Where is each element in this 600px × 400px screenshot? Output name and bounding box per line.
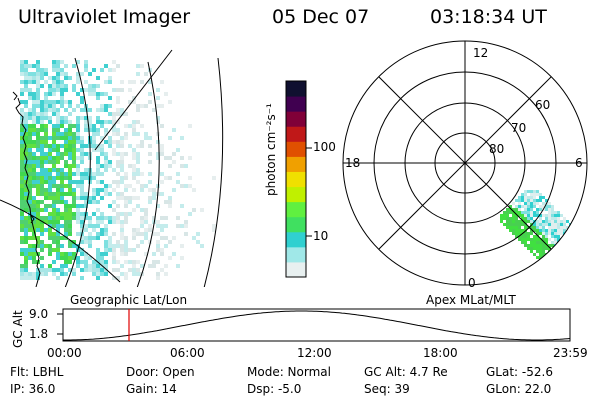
colorbar bbox=[285, 80, 312, 278]
alt-tick-low: 1.8 bbox=[29, 327, 49, 341]
mlat-60-label: 60 bbox=[535, 98, 551, 112]
geographic-map bbox=[0, 49, 224, 287]
colorbar-tick-10: 10 bbox=[313, 229, 329, 243]
gain-value: Gain: 14 bbox=[126, 382, 177, 396]
geo-panel-caption: Geographic Lat/Lon bbox=[70, 293, 188, 307]
mlat-70-label: 70 bbox=[511, 121, 527, 135]
alt-tick-high: 9.0 bbox=[29, 307, 49, 321]
instrument-title: Ultraviolet Imager bbox=[18, 6, 191, 28]
colorbar-tick-100: 100 bbox=[313, 140, 336, 154]
mlt-12-label: 12 bbox=[473, 46, 489, 60]
ip-value: IP: 36.0 bbox=[10, 382, 56, 396]
aurora-emission-geo bbox=[20, 60, 216, 280]
seq-value: Seq: 39 bbox=[364, 382, 410, 396]
altitude-curve bbox=[63, 310, 571, 341]
glon-value: GLon: 22.0 bbox=[486, 382, 552, 396]
dsp-value: Dsp: -5.0 bbox=[247, 382, 302, 396]
date-label: 05 Dec 07 bbox=[272, 6, 370, 28]
coastline bbox=[15, 97, 41, 287]
polar-plot bbox=[342, 40, 588, 286]
colorbar-unit-label: photon cm⁻²s⁻¹ bbox=[264, 103, 278, 196]
gc-alt-axis-label: GC Alt bbox=[11, 310, 25, 348]
glat-value: GLat: -52.6 bbox=[486, 365, 553, 379]
mlt-0-label: 0 bbox=[468, 276, 476, 290]
mlt-18-label: 18 bbox=[345, 156, 361, 170]
graticule bbox=[0, 49, 224, 287]
time-tick-1200: 12:00 bbox=[297, 346, 332, 360]
altitude-plot bbox=[57, 308, 571, 342]
time-tick-0000: 00:00 bbox=[47, 346, 82, 360]
filter-value: Flt: LBHL bbox=[10, 365, 64, 379]
apex-panel-caption: Apex MLat/MLT bbox=[426, 293, 516, 307]
time-tick-1800: 18:00 bbox=[423, 346, 458, 360]
aurora-emission-polar bbox=[500, 190, 587, 271]
mlat-80-label: 80 bbox=[489, 142, 505, 156]
mode-value: Mode: Normal bbox=[247, 365, 331, 379]
time-label: 03:18:34 UT bbox=[430, 6, 547, 28]
gc-alt-value: GC Alt: 4.7 Re bbox=[364, 365, 448, 379]
time-tick-2359: 23:59 bbox=[553, 346, 588, 360]
time-tick-0600: 06:00 bbox=[170, 346, 205, 360]
door-value: Door: Open bbox=[126, 365, 195, 379]
mlt-6-label: 6 bbox=[575, 156, 583, 170]
